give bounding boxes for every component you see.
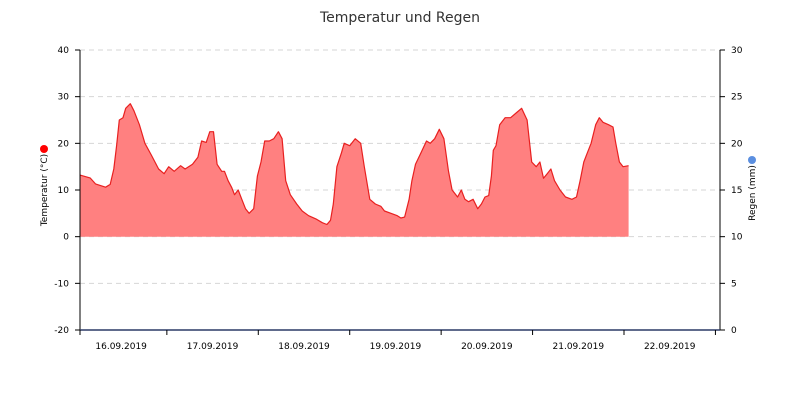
plot-area xyxy=(79,103,629,237)
temperature-area-fill xyxy=(80,103,629,237)
x-axis-ticks: 16.09.2019 17.09.2019 18.09.2019 19.09.2019… xyxy=(79,330,716,352)
right-tick-label: 5 xyxy=(731,279,737,289)
right-tick-label: 30 xyxy=(731,46,743,56)
right-axis-ticks: 0 5 10 15 20 25 30 xyxy=(720,46,743,336)
x-tick-label: 19.09.2019 xyxy=(370,342,422,352)
x-tick-label: 22.09.2019 xyxy=(644,342,696,352)
left-tick-label: 0 xyxy=(63,233,69,243)
left-tick-label: 10 xyxy=(58,186,70,196)
x-tick-label: 20.09.2019 xyxy=(461,342,513,352)
x-tick-label: 21.09.2019 xyxy=(553,342,605,352)
temperature-series-line xyxy=(79,103,629,226)
left-tick-label: 40 xyxy=(58,46,70,56)
right-tick-label: 15 xyxy=(731,186,742,196)
right-tick-label: 10 xyxy=(731,233,743,243)
rain-legend-dot xyxy=(748,156,756,164)
right-tick-label: 0 xyxy=(731,326,737,336)
right-tick-label: 25 xyxy=(731,93,742,103)
x-tick-label: 16.09.2019 xyxy=(95,342,147,352)
left-axis-label: Temperatur (°C) xyxy=(40,154,50,227)
left-tick-label: -20 xyxy=(54,326,69,336)
x-tick-label: 18.09.2019 xyxy=(278,342,330,352)
temperature-legend-dot xyxy=(40,145,48,153)
x-tick-label: 17.09.2019 xyxy=(187,342,239,352)
left-tick-label: -10 xyxy=(54,279,69,289)
left-tick-label: 20 xyxy=(58,139,70,149)
left-tick-label: 30 xyxy=(58,93,70,103)
right-tick-label: 20 xyxy=(731,139,743,149)
chart-title: Temperatur und Regen xyxy=(319,10,480,26)
left-axis-ticks: -20 -10 0 10 20 30 40 xyxy=(54,46,80,336)
right-axis-label: Regen (mm) xyxy=(748,165,758,221)
